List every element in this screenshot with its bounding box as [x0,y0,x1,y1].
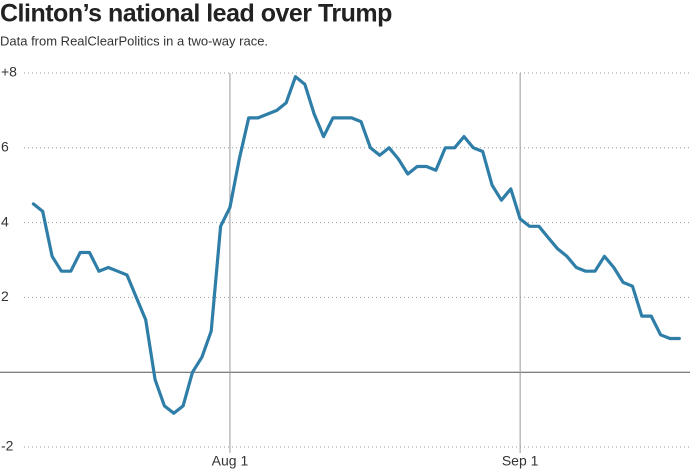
chart-subtitle: Data from RealClearPolitics in a two-way… [0,33,268,48]
x-tick-label: Aug 1 [212,453,249,469]
y-tick-label: 6 [1,139,9,155]
y-tick-label: -2 [1,438,14,454]
chart-title: Clinton’s national lead over Trump [0,0,392,28]
y-tick-label: 2 [1,288,9,304]
grid: +8 6 4 2 -2 Aug 1 Sep 1 [0,64,690,469]
y-tick-label: 4 [1,213,9,229]
marks [31,75,681,415]
line-series [31,75,681,415]
y-tick-label: +8 [1,64,17,80]
x-tick-label: Sep 1 [502,453,539,469]
